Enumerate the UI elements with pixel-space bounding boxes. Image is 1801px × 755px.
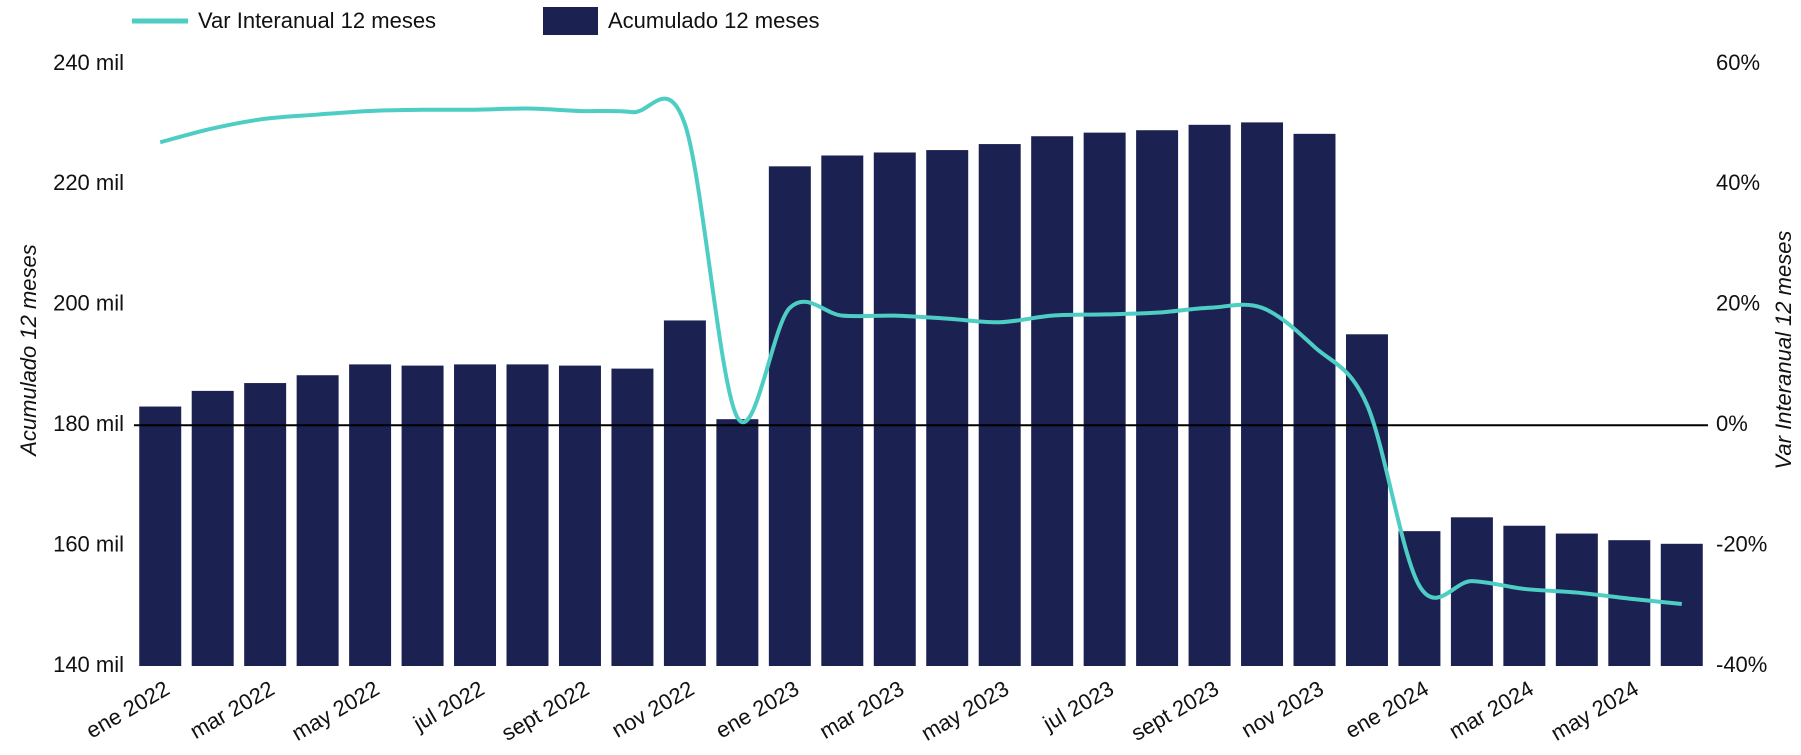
bar [296,375,339,666]
bar [1083,132,1126,667]
bar [1608,540,1651,666]
y-tick-label: 180 mil [53,411,124,436]
legend-label: Var Interanual 12 meses [198,8,436,33]
x-tick-label: nov 2022 [607,676,698,743]
y-tick-label: 160 mil [53,531,124,556]
y2-tick-label: 0% [1716,411,1748,436]
bar [1450,517,1493,666]
y2-tick-label: 20% [1716,291,1760,316]
x-tick-label: mar 2023 [815,676,908,744]
line [159,96,1682,606]
y2-tick-label: -20% [1716,531,1767,556]
x-tick-label: may 2023 [917,676,1013,746]
bar [873,152,916,666]
legend-label: Acumulado 12 meses [608,8,820,33]
bar [1503,525,1546,666]
x-tick-label: sept 2022 [497,676,593,746]
bar [454,364,497,666]
y2-tick-label: -40% [1716,652,1767,677]
x-tick-label: mar 2024 [1445,676,1538,744]
y-tick-label: 220 mil [53,170,124,195]
x-tick-label: ene 2023 [711,676,803,744]
bar [1555,533,1598,666]
bar [716,419,759,666]
y-tick-label: 200 mil [53,291,124,316]
y2-tick-label: 40% [1716,170,1760,195]
bar [1188,124,1231,666]
bar [1345,334,1388,666]
bar [1241,122,1284,667]
bar [978,144,1021,667]
bar [1660,543,1703,666]
bar [349,364,392,666]
x-tick-label: may 2024 [1547,676,1643,746]
bar [558,365,601,666]
x-tick-label: may 2022 [287,676,383,746]
y2-axis-title: Var Interanual 12 meses [1771,231,1796,470]
bar [506,364,549,666]
x-tick-label: nov 2023 [1237,676,1328,743]
bar [1293,133,1336,666]
y-tick-label: 240 mil [53,50,124,75]
y2-tick-label: 60% [1716,50,1760,75]
bar [821,155,864,666]
x-tick-label: mar 2022 [186,676,279,744]
bar [663,320,706,666]
bar [611,368,654,666]
x-tick-label: sept 2023 [1127,676,1223,746]
bar [1031,136,1074,667]
bar [926,150,969,666]
bar [401,365,444,666]
bar [244,383,287,666]
bar [139,406,182,666]
legend-swatch [543,7,598,35]
bar [768,166,811,666]
bar [191,390,234,666]
x-tick-label: ene 2022 [82,676,174,744]
x-tick-label: jul 2023 [1038,676,1118,737]
bar [1136,130,1179,667]
y-axis-title: Acumulado 12 meses [16,244,41,458]
x-tick-label: jul 2022 [408,676,488,737]
y-tick-label: 140 mil [53,652,124,677]
x-tick-label: ene 2024 [1341,676,1433,744]
